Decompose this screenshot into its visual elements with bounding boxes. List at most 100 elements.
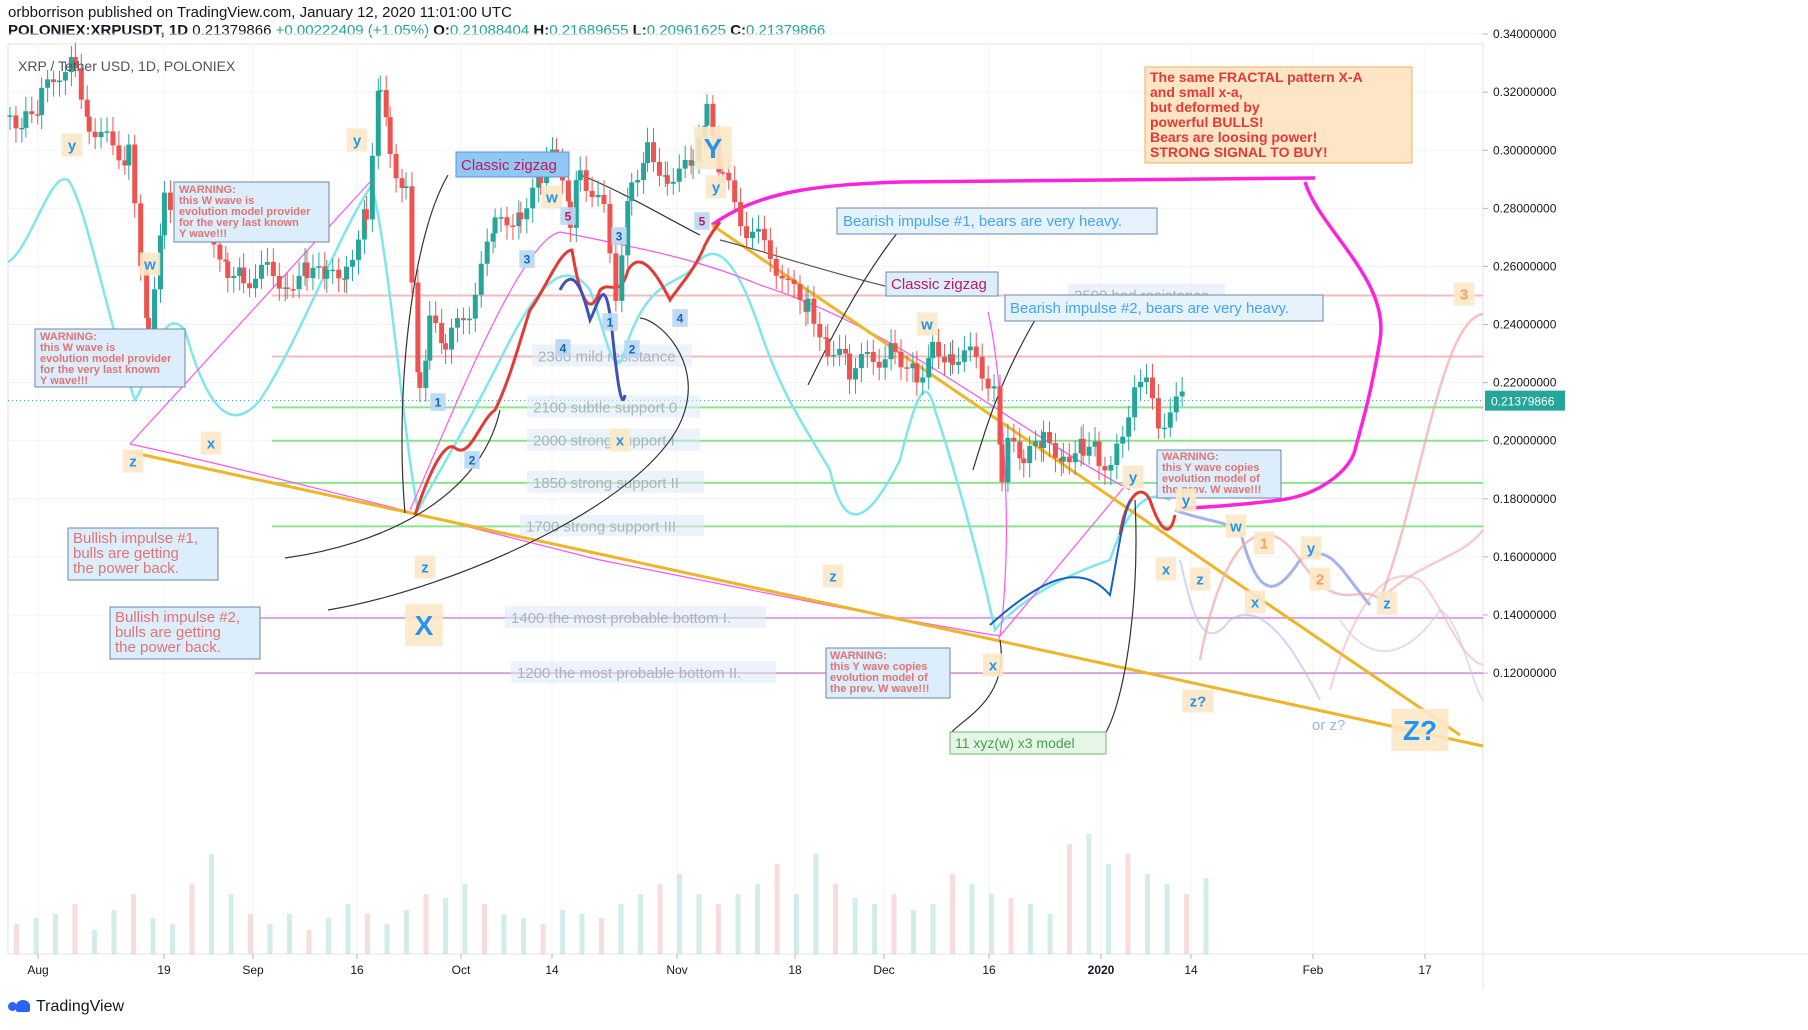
time-tick-label: Nov: [666, 963, 687, 977]
volume-bar: [872, 904, 877, 954]
level-label-box: [527, 395, 700, 418]
candle-body: [383, 90, 389, 118]
candle-body: [324, 269, 330, 279]
wave-label-box: [1225, 514, 1247, 538]
publisher-line: orbborrison published on TradingView.com…: [8, 4, 512, 21]
wave-label-box: [1309, 567, 1331, 591]
candle-body: [882, 359, 888, 368]
model-note-text: 11 xyz(w) x3 model: [955, 735, 1075, 751]
level-label: 1850 strong support II: [533, 475, 679, 492]
trend-and-wave-curves: [7, 173, 1484, 748]
bull-note-text-2: Bullish impulse #2,: [115, 609, 240, 626]
candle-body: [670, 181, 676, 184]
wave-label: x: [1251, 594, 1260, 611]
volume-bar: [228, 894, 234, 954]
wave-label-box: [1122, 465, 1144, 489]
wave-label-box: [555, 339, 571, 357]
candle-body: [72, 57, 78, 69]
wave-label-box: [200, 431, 222, 455]
candle-body: [577, 170, 583, 181]
candle-body: [1120, 436, 1126, 444]
candle-body: [949, 354, 955, 365]
volume-bar: [930, 904, 936, 954]
candle-body: [460, 318, 466, 321]
candle-body: [409, 186, 415, 283]
candle-body: [1066, 456, 1072, 463]
wave-label: 2: [629, 342, 636, 356]
price-tick-label: 0.34000000: [1493, 27, 1557, 41]
wave-label: Y: [704, 133, 723, 164]
fractal-note-text: STRONG SIGNAL TO BUY!: [1150, 144, 1328, 160]
wave-label-box: [672, 309, 688, 327]
volume-bar: [443, 898, 448, 954]
symbol: POLONIEX:XRPUSDT, 1D: [8, 22, 189, 39]
wave-label: y: [712, 179, 721, 196]
level-label: 2100 subtle support 0: [533, 399, 677, 416]
open-value: 0.21088404: [449, 22, 530, 39]
volume-bar: [540, 924, 546, 954]
candle-body: [682, 159, 688, 169]
candle-body: [7, 115, 13, 117]
bear-note-box-2: [1004, 294, 1324, 322]
level-label: 1700 strong support III: [526, 518, 676, 535]
time-tick-label: 16: [982, 963, 996, 977]
candle-body: [490, 233, 496, 242]
candle-body: [375, 90, 381, 156]
main-support-trendline: [129, 450, 1484, 748]
candle-body: [51, 79, 57, 83]
volume-bar: [1008, 898, 1014, 954]
wave-label: z: [829, 568, 837, 585]
price-tick-label: 0.12000000: [1493, 666, 1557, 680]
time-tick-label: Dec: [873, 963, 894, 977]
volume-bar: [696, 894, 702, 954]
bear-note-text-1: Bearish impulse #1, bears are very heavy…: [843, 213, 1122, 230]
candle-body: [1138, 382, 1144, 388]
candle-body: [310, 267, 316, 279]
wave-label-box: [694, 212, 710, 230]
candle-body: [870, 352, 876, 362]
wave-label: z: [421, 559, 429, 576]
volume-bar: [1125, 854, 1131, 954]
volume-bar: [618, 904, 624, 954]
volume-bar: [92, 930, 97, 954]
candle-body: [997, 386, 1003, 445]
candle-body: [126, 144, 132, 166]
volume-bar: [1028, 904, 1033, 954]
candle-body: [393, 153, 399, 179]
candle-body: [991, 386, 997, 389]
time-tick-label: 14: [1184, 963, 1198, 977]
price-tick-label: 0.28000000: [1493, 201, 1557, 215]
wave-label-box: [609, 428, 631, 452]
candle-body: [344, 266, 350, 280]
wave-label: w: [920, 316, 933, 333]
level-label-box: [505, 605, 766, 628]
volume-bar: [111, 910, 117, 954]
candle-body: [999, 444, 1005, 483]
wave-label-box: [1253, 531, 1275, 555]
price-tick-label: 0.32000000: [1493, 85, 1557, 99]
volume-bar: [462, 884, 468, 954]
wave-label: w: [545, 189, 558, 206]
close-label: C:: [730, 22, 747, 39]
volume-bar: [150, 918, 156, 954]
warning-text-w2: WARNING:: [40, 331, 97, 343]
candle-body: [858, 354, 864, 369]
wave-label: z?: [1190, 693, 1207, 710]
candle-body: [664, 175, 670, 184]
volume-bar: [248, 914, 253, 954]
candle-body: [253, 278, 259, 289]
warning-text-y2: this Y wave copies: [830, 661, 927, 673]
candle-body: [276, 275, 282, 289]
candle-body: [98, 131, 104, 138]
candle-body: [304, 262, 310, 279]
wave-label-box: [122, 449, 144, 473]
candle-body: [1179, 391, 1185, 397]
tradingview-logo[interactable]: TradingView: [8, 998, 124, 1016]
candle-body: [19, 127, 25, 130]
wave-label: w: [1229, 518, 1242, 535]
volume-bar: [794, 894, 799, 954]
last-price-value: 0.21379866: [1491, 395, 1555, 409]
volume-bar: [813, 854, 819, 954]
wave-label-box: [1376, 591, 1398, 615]
